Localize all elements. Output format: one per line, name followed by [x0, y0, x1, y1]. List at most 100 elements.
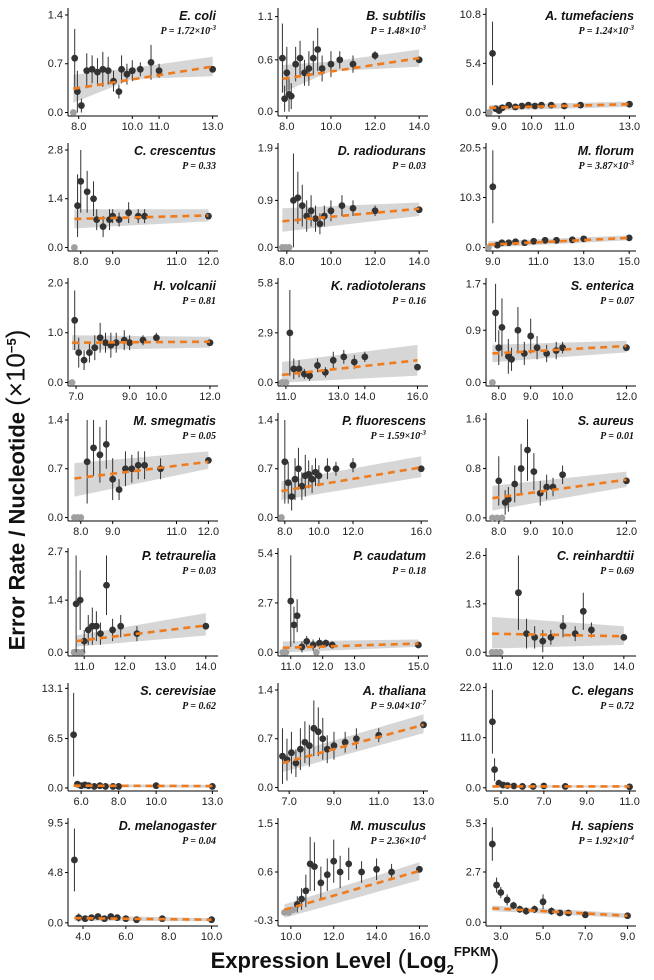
data-point	[289, 906, 297, 914]
x-tick-label: 8.0	[277, 526, 292, 538]
panel-c-reinhardtii: 0.0 1.3 2.6 11.0 12.0 13.0 14.0 C. reinhardtii P…	[466, 548, 636, 673]
y-tick-label: 1.1	[258, 11, 273, 23]
x-tick-label: 10.0	[320, 121, 341, 133]
data-point	[531, 102, 539, 110]
p-value-exponent: -3	[420, 429, 426, 437]
data-point	[349, 461, 357, 469]
x-tick-label: 5.0	[493, 796, 508, 808]
panel-title: M. musculus	[350, 819, 426, 833]
data-point	[625, 234, 633, 242]
y-tick-label: 5.8	[258, 278, 273, 290]
x-tick-label: 7.0	[578, 931, 593, 943]
x-tick-label: 11.0	[528, 256, 549, 268]
data-point	[314, 46, 322, 53]
y-tick-label: 1.6	[466, 414, 481, 426]
x-tick-label: 8.0	[71, 121, 86, 133]
data-point	[292, 60, 300, 68]
data-point	[293, 612, 301, 620]
x-tick-label: 14.0	[408, 256, 429, 268]
data-point	[296, 745, 304, 753]
x-tick-label: 10.0	[552, 391, 573, 403]
trend-line	[492, 632, 624, 638]
data-point	[295, 365, 303, 373]
x-tick-label: 12.0	[198, 526, 219, 538]
data-point	[350, 358, 358, 366]
data-point	[533, 344, 541, 352]
y-tick-label: 0.0	[258, 512, 273, 524]
x-tick-label: 12.0	[342, 526, 363, 538]
x-tick-label: 12.0	[364, 121, 385, 133]
x-tick-label: 14.0	[613, 661, 634, 673]
data-point	[290, 365, 298, 373]
panel-title: M. florum	[578, 144, 634, 158]
x-tick-label: 13.0	[202, 796, 223, 808]
x-tick-label: 10.0	[308, 526, 329, 538]
x-tick-label: 8.0	[73, 526, 88, 538]
data-point	[316, 220, 324, 228]
data-point	[90, 195, 97, 203]
data-point	[524, 446, 531, 454]
data-point	[305, 742, 313, 750]
data-point	[579, 607, 587, 615]
data-point	[311, 863, 318, 870]
data-point	[294, 194, 302, 202]
data-point	[136, 65, 144, 73]
x-tick-label: 3.0	[493, 931, 508, 943]
p-value-label: P = 1.92×10-4	[579, 834, 635, 847]
data-point	[329, 356, 337, 364]
data-point	[295, 465, 302, 473]
panel-c-crescentus: 0.0 1.4 2.8 8.0 9.0 11.0 12.0 C. crescentus P = …	[48, 143, 219, 268]
data-point	[285, 243, 293, 251]
data-point	[317, 879, 325, 887]
panel-title: S. cerevisiae	[140, 684, 216, 698]
panel-k-radiotolerans: 0.0 2.9 5.8 11.0 13.0 14.0 16.0 K. radiotoleran…	[258, 278, 428, 403]
y-tick-label: 0.0	[48, 242, 63, 254]
y-tick-label: 0.0	[466, 107, 481, 119]
y-tick-label: 10.3	[460, 192, 481, 204]
data-point	[489, 183, 497, 191]
x-tick-label: 12.0	[532, 661, 553, 673]
x-tick-label: 11.0	[149, 121, 170, 133]
y-tick-label: 0.8	[466, 463, 481, 475]
data-point	[620, 633, 628, 641]
data-point	[96, 451, 104, 459]
data-point	[341, 738, 349, 746]
x-tick-label: 5.0	[535, 931, 550, 943]
x-tick-label: 9.0	[620, 931, 635, 943]
data-point	[115, 88, 123, 96]
data-point	[510, 902, 517, 909]
data-point	[312, 648, 320, 656]
y-tick-label: 1.3	[466, 598, 481, 610]
data-point	[94, 68, 101, 76]
p-value-label: P = 0.03	[392, 161, 426, 172]
data-point	[305, 470, 313, 478]
data-point	[86, 349, 93, 357]
data-point	[287, 597, 295, 605]
data-point	[508, 355, 515, 363]
confidence-band	[492, 471, 627, 511]
x-tick-label: 11.0	[74, 661, 95, 673]
x-tick-label: 8.0	[491, 526, 506, 538]
data-point	[493, 881, 500, 889]
confidence-band	[76, 613, 206, 647]
y-tick-label: 1.7	[466, 278, 481, 290]
data-point	[498, 514, 506, 522]
panel-title: D. melanogaster	[119, 819, 217, 833]
panel-title: C. crescentus	[134, 144, 216, 158]
x-tick-label: 7.0	[282, 796, 297, 808]
trend-line	[492, 478, 627, 500]
y-tick-label: 2.7	[48, 546, 63, 558]
data-point	[296, 54, 304, 62]
data-point	[125, 209, 133, 217]
p-value-label: P = 0.62	[182, 701, 216, 712]
x-tick-label: 13.0	[202, 121, 223, 133]
data-point	[308, 475, 316, 483]
data-point	[282, 648, 290, 656]
data-point	[340, 353, 348, 361]
x-tick-label: 14.0	[366, 931, 387, 943]
trend-line	[282, 642, 419, 650]
panel-title: P. caudatum	[353, 549, 426, 563]
data-point	[303, 637, 311, 645]
x-tick-label: 11.0	[554, 121, 575, 133]
